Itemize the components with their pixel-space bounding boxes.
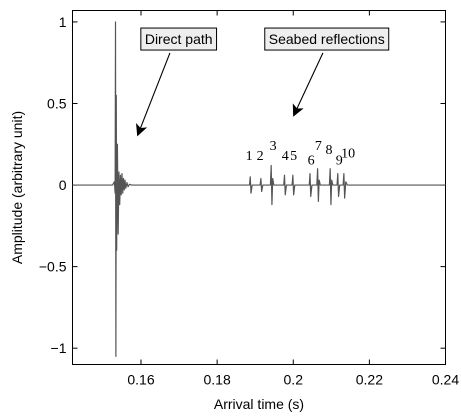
pulse-label: 9 — [336, 154, 343, 169]
y-axis-title: Amplitude (arbitrary unit) — [9, 111, 25, 264]
annotation-box — [264, 27, 390, 51]
x-tick-label: 0.24 — [432, 372, 459, 388]
annotation-label: Seabed reflections — [269, 31, 385, 47]
y-tick-label: −1 — [51, 340, 67, 356]
y-tick-label: 0.5 — [47, 95, 67, 111]
y-tick-label: 0 — [59, 177, 67, 193]
annotation-arrow — [136, 52, 171, 137]
annotation: Direct path — [140, 27, 218, 51]
annotation-label: Direct path — [145, 31, 213, 47]
plot-frame — [72, 10, 446, 365]
pulse-label: 10 — [341, 146, 355, 161]
pulse-label: 7 — [315, 139, 322, 154]
series-layer — [72, 21, 446, 357]
pulse-label: 2 — [257, 149, 264, 164]
x-tick-label: 0.2 — [284, 372, 304, 388]
y-tick-label: −0.5 — [39, 259, 67, 275]
x-tick-label: 0.18 — [204, 372, 231, 388]
pulse-label: 5 — [290, 149, 297, 164]
series-line-0 — [72, 21, 446, 357]
annotation-arrow — [292, 52, 324, 117]
axis-ticks: 0.16 0.18 0.2 0.22 0.24 −1 −0.5 0 0.5 1 — [39, 10, 459, 388]
pulse-label: 8 — [326, 143, 333, 158]
annotation: Seabed reflections — [264, 27, 390, 51]
labels-layer: Arrival time (s) Amplitude (arbitrary uni… — [9, 111, 355, 412]
x-tick-label: 0.16 — [127, 372, 154, 388]
pulse-label: 6 — [308, 154, 315, 169]
pulse-label: 4 — [282, 149, 289, 164]
x-axis-title: Arrival time (s) — [214, 396, 304, 412]
annotation-box — [140, 27, 218, 51]
annotations-layer: Direct path Seabed reflections — [136, 27, 390, 137]
x-tick-label: 0.22 — [356, 372, 383, 388]
pulse-label: 3 — [270, 139, 277, 154]
pulse-label: 1 — [246, 149, 253, 164]
y-tick-label: 1 — [59, 14, 67, 30]
